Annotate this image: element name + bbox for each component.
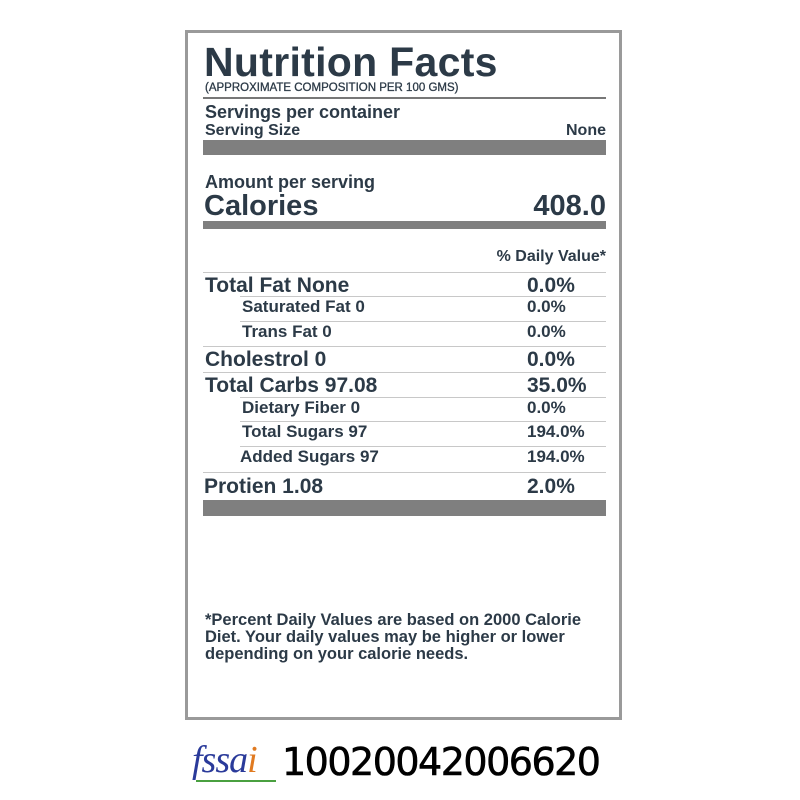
- nutrient-label: Dietary Fiber 0: [242, 398, 361, 417]
- subtitle: (APPROXIMATE COMPOSITION PER 100 GMS): [205, 82, 459, 94]
- divider: [240, 321, 606, 322]
- divider: [240, 296, 606, 297]
- fssai-logo: fssai: [192, 738, 282, 784]
- serving-size-value: None: [566, 122, 606, 139]
- nutrient-dv: 194.0%: [527, 422, 585, 441]
- divider: [203, 346, 606, 347]
- nutrient-dv: 0.0%: [527, 297, 566, 316]
- nutrient-label: Total Sugars 97: [242, 422, 368, 441]
- footnote: *Percent Daily Values are based on 2000 …: [205, 611, 582, 663]
- serving-size-label: Serving Size: [205, 122, 301, 139]
- nutrient-label: Added Sugars 97: [240, 447, 379, 466]
- thick-divider: [203, 500, 606, 516]
- nutrient-dv: 35.0%: [527, 374, 587, 397]
- amount-per-serving-label: Amount per serving: [205, 172, 376, 192]
- divider: [240, 421, 606, 422]
- nutrient-dv: 0.0%: [527, 274, 575, 297]
- nutrient-dv: 0.0%: [527, 398, 566, 417]
- title: Nutrition Facts: [204, 39, 498, 85]
- fssai-license-number: 10020042006620: [282, 740, 602, 784]
- divider: [240, 446, 606, 447]
- thick-divider: [203, 140, 606, 155]
- daily-value-header: % Daily Value*: [496, 248, 606, 265]
- nutrient-label: Saturated Fat 0: [242, 297, 365, 316]
- nutrient-label: Trans Fat 0: [242, 322, 332, 341]
- divider: [203, 472, 606, 473]
- calories-label: Calories: [204, 190, 319, 222]
- nutrient-dv: 0.0%: [527, 322, 566, 341]
- thick-divider: [203, 221, 606, 229]
- divider: [203, 272, 606, 273]
- nutrient-label: Total Carbs 97.08: [205, 374, 378, 397]
- divider: [240, 397, 606, 398]
- calories-value: 408.0: [533, 190, 606, 222]
- nutrient-dv: 0.0%: [527, 348, 575, 371]
- nutrient-label: Cholestrol 0: [205, 348, 327, 371]
- nutrient-dv: 2.0%: [527, 475, 575, 498]
- nutrient-label: Total Fat None: [205, 274, 350, 297]
- nutrient-dv: 194.0%: [527, 447, 585, 466]
- divider: [203, 97, 606, 99]
- divider: [203, 372, 606, 373]
- nutrient-label: Protien 1.08: [204, 475, 324, 498]
- servings-per-container-label: Servings per container: [205, 102, 401, 122]
